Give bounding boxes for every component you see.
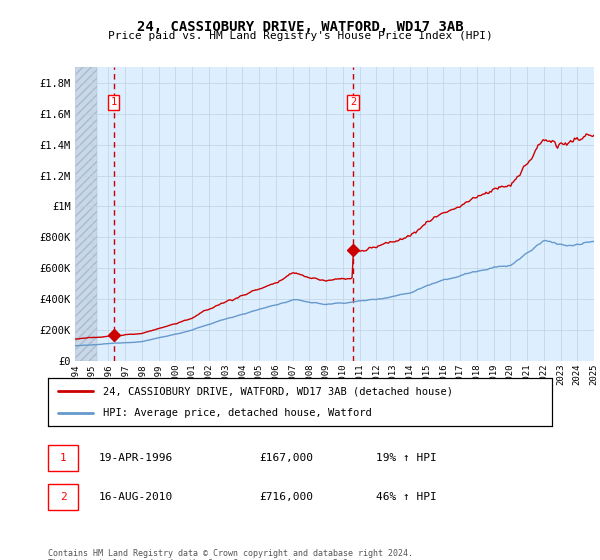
Text: 19-APR-1996: 19-APR-1996 <box>98 453 173 463</box>
Text: 46% ↑ HPI: 46% ↑ HPI <box>376 492 436 502</box>
Text: 19% ↑ HPI: 19% ↑ HPI <box>376 453 436 463</box>
Text: 24, CASSIOBURY DRIVE, WATFORD, WD17 3AB (detached house): 24, CASSIOBURY DRIVE, WATFORD, WD17 3AB … <box>103 386 454 396</box>
Text: £167,000: £167,000 <box>260 453 314 463</box>
Text: 1: 1 <box>60 453 67 463</box>
Text: 2: 2 <box>60 492 67 502</box>
Text: Contains HM Land Registry data © Crown copyright and database right 2024.
This d: Contains HM Land Registry data © Crown c… <box>48 549 413 560</box>
Text: HPI: Average price, detached house, Watford: HPI: Average price, detached house, Watf… <box>103 408 372 418</box>
FancyBboxPatch shape <box>48 445 78 471</box>
Text: 1: 1 <box>110 97 116 108</box>
Bar <box>75 67 97 361</box>
Text: £716,000: £716,000 <box>260 492 314 502</box>
Text: 24, CASSIOBURY DRIVE, WATFORD, WD17 3AB: 24, CASSIOBURY DRIVE, WATFORD, WD17 3AB <box>137 20 463 34</box>
Text: 16-AUG-2010: 16-AUG-2010 <box>98 492 173 502</box>
FancyBboxPatch shape <box>48 484 78 510</box>
Text: 2: 2 <box>350 97 356 108</box>
Text: Price paid vs. HM Land Registry's House Price Index (HPI): Price paid vs. HM Land Registry's House … <box>107 31 493 41</box>
